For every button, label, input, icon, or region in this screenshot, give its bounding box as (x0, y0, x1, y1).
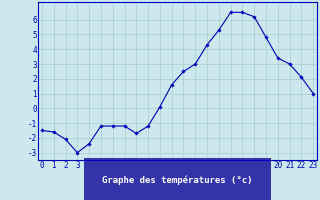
X-axis label: Graphe des températures (°c): Graphe des températures (°c) (102, 176, 253, 185)
